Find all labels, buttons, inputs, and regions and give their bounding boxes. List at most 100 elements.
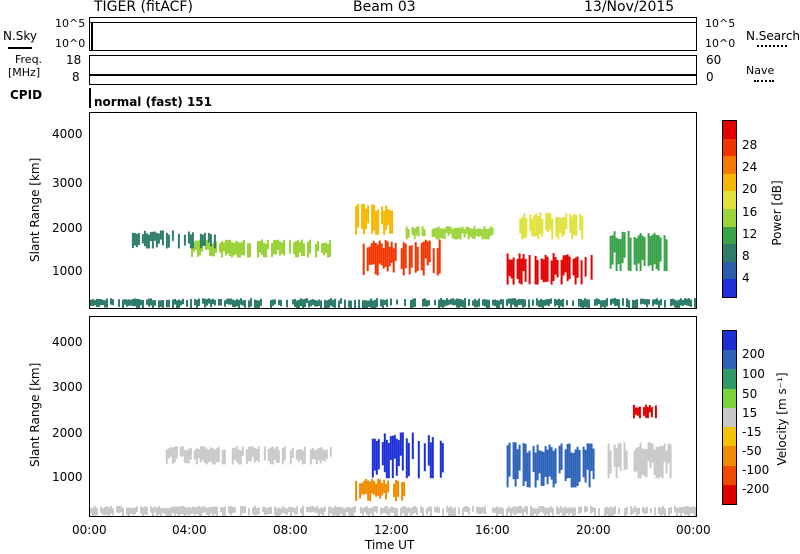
- heatmap-cell: [441, 443, 444, 473]
- heatmap-cell: [694, 298, 696, 308]
- heatmap-cell: [580, 506, 582, 513]
- heatmap-cell: [619, 238, 622, 271]
- heatmap-cell: [286, 508, 288, 515]
- heatmap-cell: [640, 298, 642, 305]
- heatmap-cell: [92, 507, 94, 516]
- heatmap-cell: [542, 299, 544, 308]
- power-cb-tick-16: 16: [742, 205, 758, 219]
- power-cb-label: Power [dB]: [770, 180, 784, 246]
- heatmap-cell: [373, 438, 376, 471]
- heatmap-cell: [319, 447, 322, 464]
- heatmap-cell: [179, 446, 182, 457]
- heatmap-cell: [476, 506, 478, 514]
- heatmap-cell: [359, 483, 362, 499]
- heatmap-cell: [392, 507, 394, 513]
- heatmap-cell: [197, 240, 199, 257]
- heatmap-cell: [249, 446, 252, 462]
- heatmap-cell: [385, 483, 388, 500]
- heatmap-cell: [564, 506, 566, 516]
- heatmap-cell: [279, 241, 281, 256]
- heatmap-cell: [389, 210, 392, 234]
- colorbar-segment: [723, 156, 736, 174]
- heatmap-cell: [210, 506, 212, 514]
- heatmap-cell: [473, 226, 476, 240]
- heatmap-cell: [203, 446, 206, 463]
- heatmap-cell: [309, 449, 312, 465]
- heatmap-cell: [102, 299, 104, 306]
- heatmap-cell: [494, 299, 496, 307]
- heatmap-cell: [522, 254, 525, 271]
- heatmap-cell: [234, 507, 236, 513]
- heatmap-cell: [529, 214, 532, 232]
- vel-ytick-1000: 1000: [52, 470, 83, 484]
- heatmap-cell: [594, 299, 596, 306]
- heatmap-cell: [266, 508, 268, 515]
- heatmap-cell: [277, 450, 280, 463]
- heatmap-cell: [144, 506, 146, 515]
- heatmap-cell: [289, 239, 291, 254]
- heatmap-cell: [382, 299, 384, 308]
- heatmap-cell: [647, 233, 650, 267]
- heatmap-cell: [211, 243, 213, 257]
- heatmap-cell: [297, 240, 299, 258]
- heatmap-cell: [203, 232, 206, 246]
- heatmap-cell: [546, 256, 549, 282]
- heatmap-cell: [667, 443, 670, 464]
- heatmap-cell: [240, 298, 242, 305]
- heatmap-cell: [257, 446, 260, 463]
- heatmap-cell: [461, 226, 464, 234]
- heatmap-cell: [448, 507, 450, 516]
- heatmap-cell: [559, 218, 562, 234]
- heatmap-cell: [467, 226, 470, 240]
- heatmap-cell: [190, 299, 192, 308]
- heatmap-cell: [401, 482, 404, 501]
- vel-ytick-4000: 4000: [52, 335, 83, 349]
- heatmap-cell: [484, 299, 486, 307]
- heatmap-cell: [431, 437, 434, 479]
- heatmap-cell: [472, 506, 474, 512]
- heatmap-cell: [659, 445, 662, 477]
- heatmap-cell: [258, 300, 260, 308]
- heatmap-cell: [327, 243, 329, 258]
- heatmap-cell: [187, 448, 190, 464]
- heatmap-cell: [381, 482, 384, 496]
- heatmap-cell: [295, 450, 298, 460]
- heatmap-cell: [468, 299, 470, 306]
- heatmap-cell: [639, 442, 642, 479]
- heatmap-cell: [374, 242, 377, 275]
- heatmap-cell: [247, 243, 249, 258]
- heatmap-cell: [206, 299, 208, 306]
- heatmap-cell: [540, 258, 543, 280]
- heatmap-cell: [574, 449, 577, 488]
- heatmap-cell: [508, 259, 511, 276]
- heatmap-cell: [437, 226, 440, 240]
- heatmap-cell: [646, 407, 649, 419]
- heatmap-cell: [245, 449, 248, 464]
- heatmap-cell: [438, 239, 441, 274]
- heatmap-cell: [568, 443, 571, 478]
- heatmap-cell: [413, 228, 416, 240]
- heatmap-cell: [410, 300, 412, 308]
- heatmap-cell: [186, 507, 188, 515]
- heatmap-cell: [242, 300, 244, 306]
- heatmap-cell: [592, 448, 595, 480]
- heatmap-cell: [104, 300, 106, 308]
- heatmap-cell: [241, 446, 244, 456]
- heatmap-cell: [674, 506, 676, 513]
- heatmap-cell: [510, 298, 512, 308]
- heatmap-cell: [654, 507, 656, 516]
- heatmap-cell: [348, 507, 350, 516]
- heatmap-cell: [426, 241, 429, 266]
- heatmap-cell: [133, 232, 136, 246]
- heatmap-cell: [566, 254, 569, 281]
- power-ytick-4000: 4000: [52, 127, 83, 141]
- heatmap-cell: [102, 508, 104, 515]
- heatmap-cell: [609, 450, 612, 474]
- colorbar-segment: [723, 261, 736, 280]
- heatmap-cell: [518, 506, 520, 514]
- heatmap-cell: [208, 298, 210, 304]
- heatmap-cell: [334, 506, 336, 516]
- heatmap-cell: [112, 508, 114, 515]
- heatmap-cell: [314, 299, 316, 307]
- heatmap-region: [506, 442, 595, 488]
